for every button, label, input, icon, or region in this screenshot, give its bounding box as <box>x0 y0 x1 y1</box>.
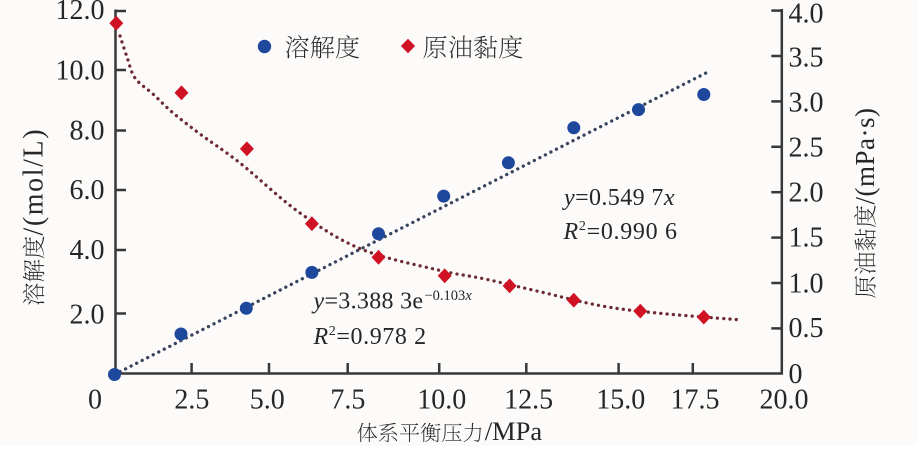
svg-text:4.0: 4.0 <box>789 0 824 30</box>
svg-text:R2=0.990 6: R2=0.990 6 <box>563 219 678 245</box>
svg-text:/(mPa·s): /(mPa·s) <box>850 108 880 205</box>
svg-text:−0.103x: −0.103x <box>425 288 473 304</box>
svg-text:2.0: 2.0 <box>70 300 105 331</box>
svg-text:R2=0.978 2: R2=0.978 2 <box>313 324 427 350</box>
svg-text:3.5: 3.5 <box>789 43 824 74</box>
svg-text:0: 0 <box>789 359 803 390</box>
svg-text:5.0: 5.0 <box>250 385 285 416</box>
svg-text:7.5: 7.5 <box>330 385 365 416</box>
svg-text:3.0: 3.0 <box>789 88 824 119</box>
svg-text:12.5: 12.5 <box>504 385 553 416</box>
svg-text:15.0: 15.0 <box>596 385 645 416</box>
svg-text:6.0: 6.0 <box>70 175 105 206</box>
svg-text:0: 0 <box>88 385 102 416</box>
svg-text:4.0: 4.0 <box>70 235 105 266</box>
svg-text:1.5: 1.5 <box>789 223 824 254</box>
svg-text:8.0: 8.0 <box>70 116 105 147</box>
svg-text:12.0: 12.0 <box>56 0 105 26</box>
svg-text:/(mol/L): /(mol/L) <box>19 128 50 236</box>
svg-text:2.5: 2.5 <box>789 133 824 164</box>
svg-text:1.0: 1.0 <box>789 269 824 300</box>
svg-text:0.5: 0.5 <box>789 313 824 344</box>
svg-text:y=0.549 7x: y=0.549 7x <box>562 185 675 211</box>
svg-text:17.5: 17.5 <box>671 385 720 416</box>
svg-text:2.0: 2.0 <box>789 178 824 209</box>
svg-text:20.0: 20.0 <box>760 385 809 416</box>
svg-text:2.5: 2.5 <box>174 385 209 416</box>
svg-text:10.0: 10.0 <box>56 55 105 86</box>
svg-text:y=3.388 3e: y=3.388 3e <box>312 289 424 315</box>
svg-text:10.0: 10.0 <box>417 385 466 416</box>
svg-text:/MPa: /MPa <box>485 416 543 446</box>
